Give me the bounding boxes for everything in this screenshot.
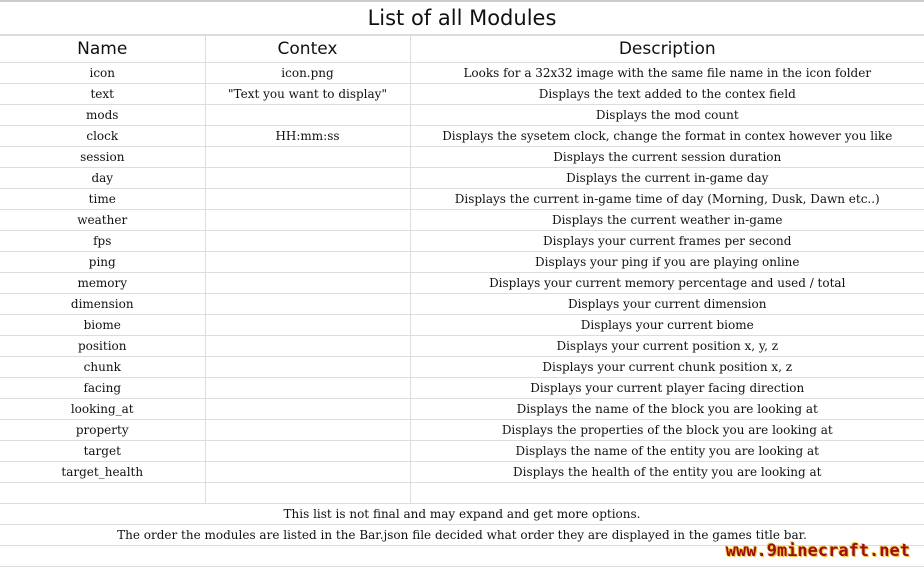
table-row: ping Displays your ping if you are playin… xyxy=(0,251,924,273)
description-cell: Displays your current frames per second xyxy=(410,230,924,252)
contex-cell xyxy=(205,209,411,231)
table-row: position Displays your current position x… xyxy=(0,335,924,357)
watermark-logo: www.9minecraft.net xyxy=(725,541,910,561)
table-row: text "Text you want to display" Displays t… xyxy=(0,83,924,105)
description-cell: Displays your current biome xyxy=(410,314,924,336)
description-cell: Displays the current in-game time of day… xyxy=(410,188,924,210)
contex-cell xyxy=(205,377,411,399)
contex-cell: "Text you want to display" xyxy=(205,83,411,105)
name-cell: weather xyxy=(0,209,206,231)
contex-cell xyxy=(205,335,411,357)
contex-cell xyxy=(205,167,411,189)
contex-cell xyxy=(205,398,411,420)
description-cell: Displays the health of the entity you ar… xyxy=(410,461,924,483)
description-cell: Displays the mod count xyxy=(410,104,924,126)
name-cell: time xyxy=(0,188,206,210)
table-row: property Displays the properties of the b… xyxy=(0,419,924,441)
contex-cell xyxy=(205,356,411,378)
name-cell: icon xyxy=(0,62,206,84)
name-cell: ping xyxy=(0,251,206,273)
table-row: dimension Displays your current dimension xyxy=(0,293,924,315)
name-cell: day xyxy=(0,167,206,189)
empty-cell xyxy=(410,482,924,504)
name-cell: memory xyxy=(0,272,206,294)
name-cell: clock xyxy=(0,125,206,147)
description-cell: Displays your current chunk position x, … xyxy=(410,356,924,378)
table-row: chunk Displays your current chunk positio… xyxy=(0,356,924,378)
column-header-contex: Contex xyxy=(205,35,411,63)
description-cell: Displays the name of the block you are l… xyxy=(410,398,924,420)
table-row: mods Displays the mod count xyxy=(0,104,924,126)
note-row: This list is not final and may expand an… xyxy=(0,503,924,525)
name-cell: text xyxy=(0,83,206,105)
name-cell: session xyxy=(0,146,206,168)
table-row: time Displays the current in-game time of… xyxy=(0,188,924,210)
table-row: icon icon.png Looks for a 32x32 image with… xyxy=(0,62,924,84)
empty-cell xyxy=(205,482,411,504)
name-cell: biome xyxy=(0,314,206,336)
name-cell: target xyxy=(0,440,206,462)
name-cell: mods xyxy=(0,104,206,126)
description-cell: Displays the current weather in-game xyxy=(410,209,924,231)
description-cell: Displays the sysetem clock, change the f… xyxy=(410,125,924,147)
contex-cell xyxy=(205,314,411,336)
description-cell: Displays the text added to the contex fi… xyxy=(410,83,924,105)
contex-cell xyxy=(205,440,411,462)
contex-cell xyxy=(205,419,411,441)
name-cell: dimension xyxy=(0,293,206,315)
name-cell: chunk xyxy=(0,356,206,378)
table-row: clock HH:mm:ss Displays the sysetem clock,… xyxy=(0,125,924,147)
contex-cell xyxy=(205,461,411,483)
description-cell: Displays your ping if you are playing on… xyxy=(410,251,924,273)
modules-table: Name Contex Description icon icon.png Look… xyxy=(0,35,924,567)
note-text: The order the modules are listed in the … xyxy=(0,524,924,546)
contex-cell xyxy=(205,293,411,315)
table-row: target_health Displays the health of the … xyxy=(0,461,924,483)
contex-cell xyxy=(205,272,411,294)
page-title: List of all Modules xyxy=(0,2,924,35)
header-row: Name Contex Description xyxy=(0,35,924,63)
table-row: fps Displays your current frames per seco… xyxy=(0,230,924,252)
column-header-description: Description xyxy=(410,35,924,63)
description-cell: Displays your current player facing dire… xyxy=(410,377,924,399)
note-row: The order the modules are listed in the … xyxy=(0,524,924,546)
contex-cell xyxy=(205,146,411,168)
table-row: day Displays the current in-game day xyxy=(0,167,924,189)
contex-cell xyxy=(205,230,411,252)
name-cell: property xyxy=(0,419,206,441)
name-cell: position xyxy=(0,335,206,357)
contex-cell: icon.png xyxy=(205,62,411,84)
description-cell: Displays your current position x, y, z xyxy=(410,335,924,357)
contex-cell: HH:mm:ss xyxy=(205,125,411,147)
empty-row xyxy=(0,482,924,504)
table-row: weather Displays the current weather in-g… xyxy=(0,209,924,231)
description-cell: Looks for a 32x32 image with the same fi… xyxy=(410,62,924,84)
table-row: session Displays the current session dura… xyxy=(0,146,924,168)
name-cell: looking_at xyxy=(0,398,206,420)
contex-cell xyxy=(205,188,411,210)
description-cell: Displays the current in-game day xyxy=(410,167,924,189)
table-row: memory Displays your current memory perce… xyxy=(0,272,924,294)
empty-cell xyxy=(0,482,206,504)
contex-cell xyxy=(205,104,411,126)
description-cell: Displays your current dimension xyxy=(410,293,924,315)
column-header-name: Name xyxy=(0,35,206,63)
name-cell: fps xyxy=(0,230,206,252)
description-cell: Displays the properties of the block you… xyxy=(410,419,924,441)
name-cell: facing xyxy=(0,377,206,399)
table-row: facing Displays your current player facin… xyxy=(0,377,924,399)
table-row: biome Displays your current biome xyxy=(0,314,924,336)
description-cell: Displays the name of the entity you are … xyxy=(410,440,924,462)
name-cell: target_health xyxy=(0,461,206,483)
description-cell: Displays the current session duration xyxy=(410,146,924,168)
note-text: This list is not final and may expand an… xyxy=(0,503,924,525)
table-row: target Displays the name of the entity yo… xyxy=(0,440,924,462)
table-row: looking_at Displays the name of the block… xyxy=(0,398,924,420)
description-cell: Displays your current memory percentage … xyxy=(410,272,924,294)
top-border xyxy=(0,0,924,2)
contex-cell xyxy=(205,251,411,273)
